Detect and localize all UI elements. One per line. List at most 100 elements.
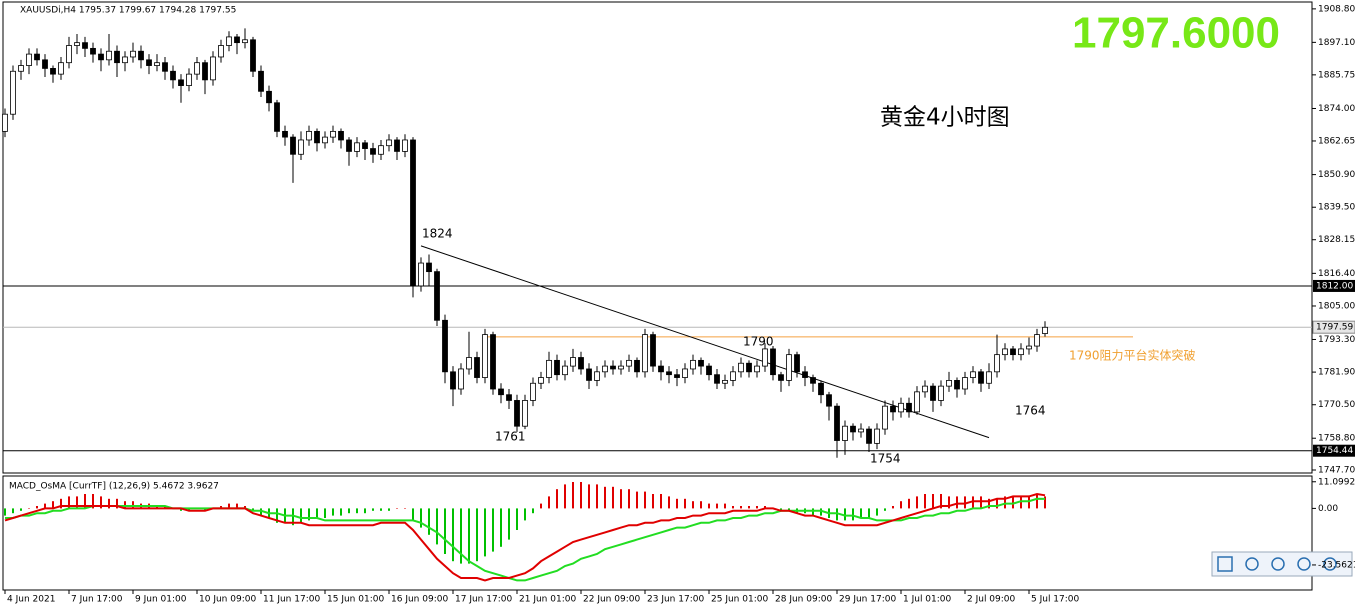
candle-body <box>1002 348 1008 356</box>
histogram-bar <box>444 508 446 554</box>
candle-body <box>410 139 416 287</box>
histogram-bar <box>508 508 510 540</box>
x-tick-label: 9 Jun 01:00 <box>135 595 187 605</box>
x-tick-label: 21 Jun 01:00 <box>519 595 576 605</box>
y-tick-label: 1897.10 <box>1318 38 1355 48</box>
candle-body <box>42 59 48 69</box>
annotation: 1761 <box>495 430 526 444</box>
candle-body <box>594 371 600 381</box>
candle-body <box>266 90 272 104</box>
histogram-bar <box>20 508 22 511</box>
x-tick-label: 11 Jun 17:00 <box>263 595 320 605</box>
candle-body <box>186 73 192 86</box>
candle-body <box>218 45 224 58</box>
candle-body <box>370 148 376 155</box>
x-tick-label: 10 Jun 09:00 <box>199 595 256 605</box>
histogram-bar <box>132 501 134 509</box>
toolbar-icon[interactable] <box>1245 557 1259 571</box>
histogram-bar <box>908 498 910 509</box>
y-tick-label: 1793.30 <box>1318 335 1355 345</box>
price-box <box>1313 444 1355 457</box>
candle-body <box>82 42 88 49</box>
annotation: 1824 <box>422 227 453 241</box>
histogram-bar <box>572 482 574 509</box>
histogram-bar <box>388 508 390 511</box>
histogram-bar <box>396 508 398 509</box>
candle-body <box>674 374 680 378</box>
candle-body <box>706 365 712 376</box>
candle-body <box>66 45 72 64</box>
candle-body <box>378 145 384 155</box>
candle-body <box>322 136 328 144</box>
histogram-bar <box>900 501 902 509</box>
y-tick-label: 1758.80 <box>1318 434 1355 444</box>
histogram-bar <box>332 508 334 516</box>
histogram-bar <box>764 506 766 509</box>
histogram-bar <box>780 508 782 511</box>
candle-body <box>418 262 424 287</box>
candle-body <box>786 354 792 381</box>
histogram-bar <box>164 506 166 509</box>
histogram-bar <box>1020 496 1022 509</box>
histogram-bar <box>852 508 854 521</box>
histogram-bar <box>1012 496 1014 509</box>
candle-body <box>618 365 624 370</box>
histogram-bar <box>916 496 918 509</box>
candle-body <box>314 130 320 144</box>
histogram-bar <box>44 503 46 509</box>
y-tick-label: 1747.70 <box>1318 465 1355 475</box>
candle-body <box>1042 326 1048 334</box>
candle-body <box>770 348 776 376</box>
candle-body <box>682 368 688 378</box>
candle-body <box>106 50 112 61</box>
histogram-bar <box>60 498 62 509</box>
candle-body <box>890 405 896 413</box>
annotation: 1790 <box>743 335 774 349</box>
candle-body <box>50 68 56 75</box>
candle-body <box>530 382 536 401</box>
candle-body <box>962 377 968 390</box>
histogram-bar <box>948 496 950 509</box>
annotation: 1790阻力平台实体突破 <box>1069 348 1196 363</box>
candle-body <box>26 53 32 66</box>
macd-line <box>4 492 1046 582</box>
histogram-bar <box>932 494 934 509</box>
candle-body <box>130 50 136 58</box>
candle-body <box>514 400 520 427</box>
candle-body <box>698 359 704 367</box>
candle-body <box>466 357 472 370</box>
toolbar-icon[interactable] <box>1323 557 1337 571</box>
toolbar-icon[interactable] <box>1297 557 1311 571</box>
histogram-bar <box>348 508 350 514</box>
histogram-bar <box>324 508 326 518</box>
candle-body <box>1026 345 1032 350</box>
candle-body <box>538 377 544 384</box>
candle-body <box>426 262 432 273</box>
y-tick-label: 1770.50 <box>1318 400 1355 410</box>
y-tick-label: 1839.50 <box>1318 203 1355 213</box>
histogram-bar <box>548 496 550 509</box>
histogram-bar <box>484 508 486 557</box>
candle-body <box>714 374 720 384</box>
histogram-bar <box>644 491 646 509</box>
histogram-bar <box>692 501 694 509</box>
candle-body <box>362 142 368 149</box>
histogram-bar <box>652 494 654 509</box>
toolbar-icon[interactable] <box>1217 556 1233 572</box>
histogram-bar <box>228 503 230 509</box>
candle-body <box>546 359 552 378</box>
histogram-bar <box>812 508 814 516</box>
histogram-bar <box>52 501 54 509</box>
histogram-bar <box>668 496 670 509</box>
toolbar-icon[interactable] <box>1271 557 1285 571</box>
candle-body <box>842 425 848 441</box>
y-tick-label: -23.5621 <box>1318 560 1355 570</box>
candle-body <box>490 334 496 390</box>
histogram-bar <box>412 508 414 521</box>
price-box <box>1312 320 1355 334</box>
candle-body <box>98 53 104 61</box>
x-tick-label: 25 Jun 01:00 <box>711 595 768 605</box>
candle-body <box>930 385 936 401</box>
histogram-bar <box>380 508 382 511</box>
